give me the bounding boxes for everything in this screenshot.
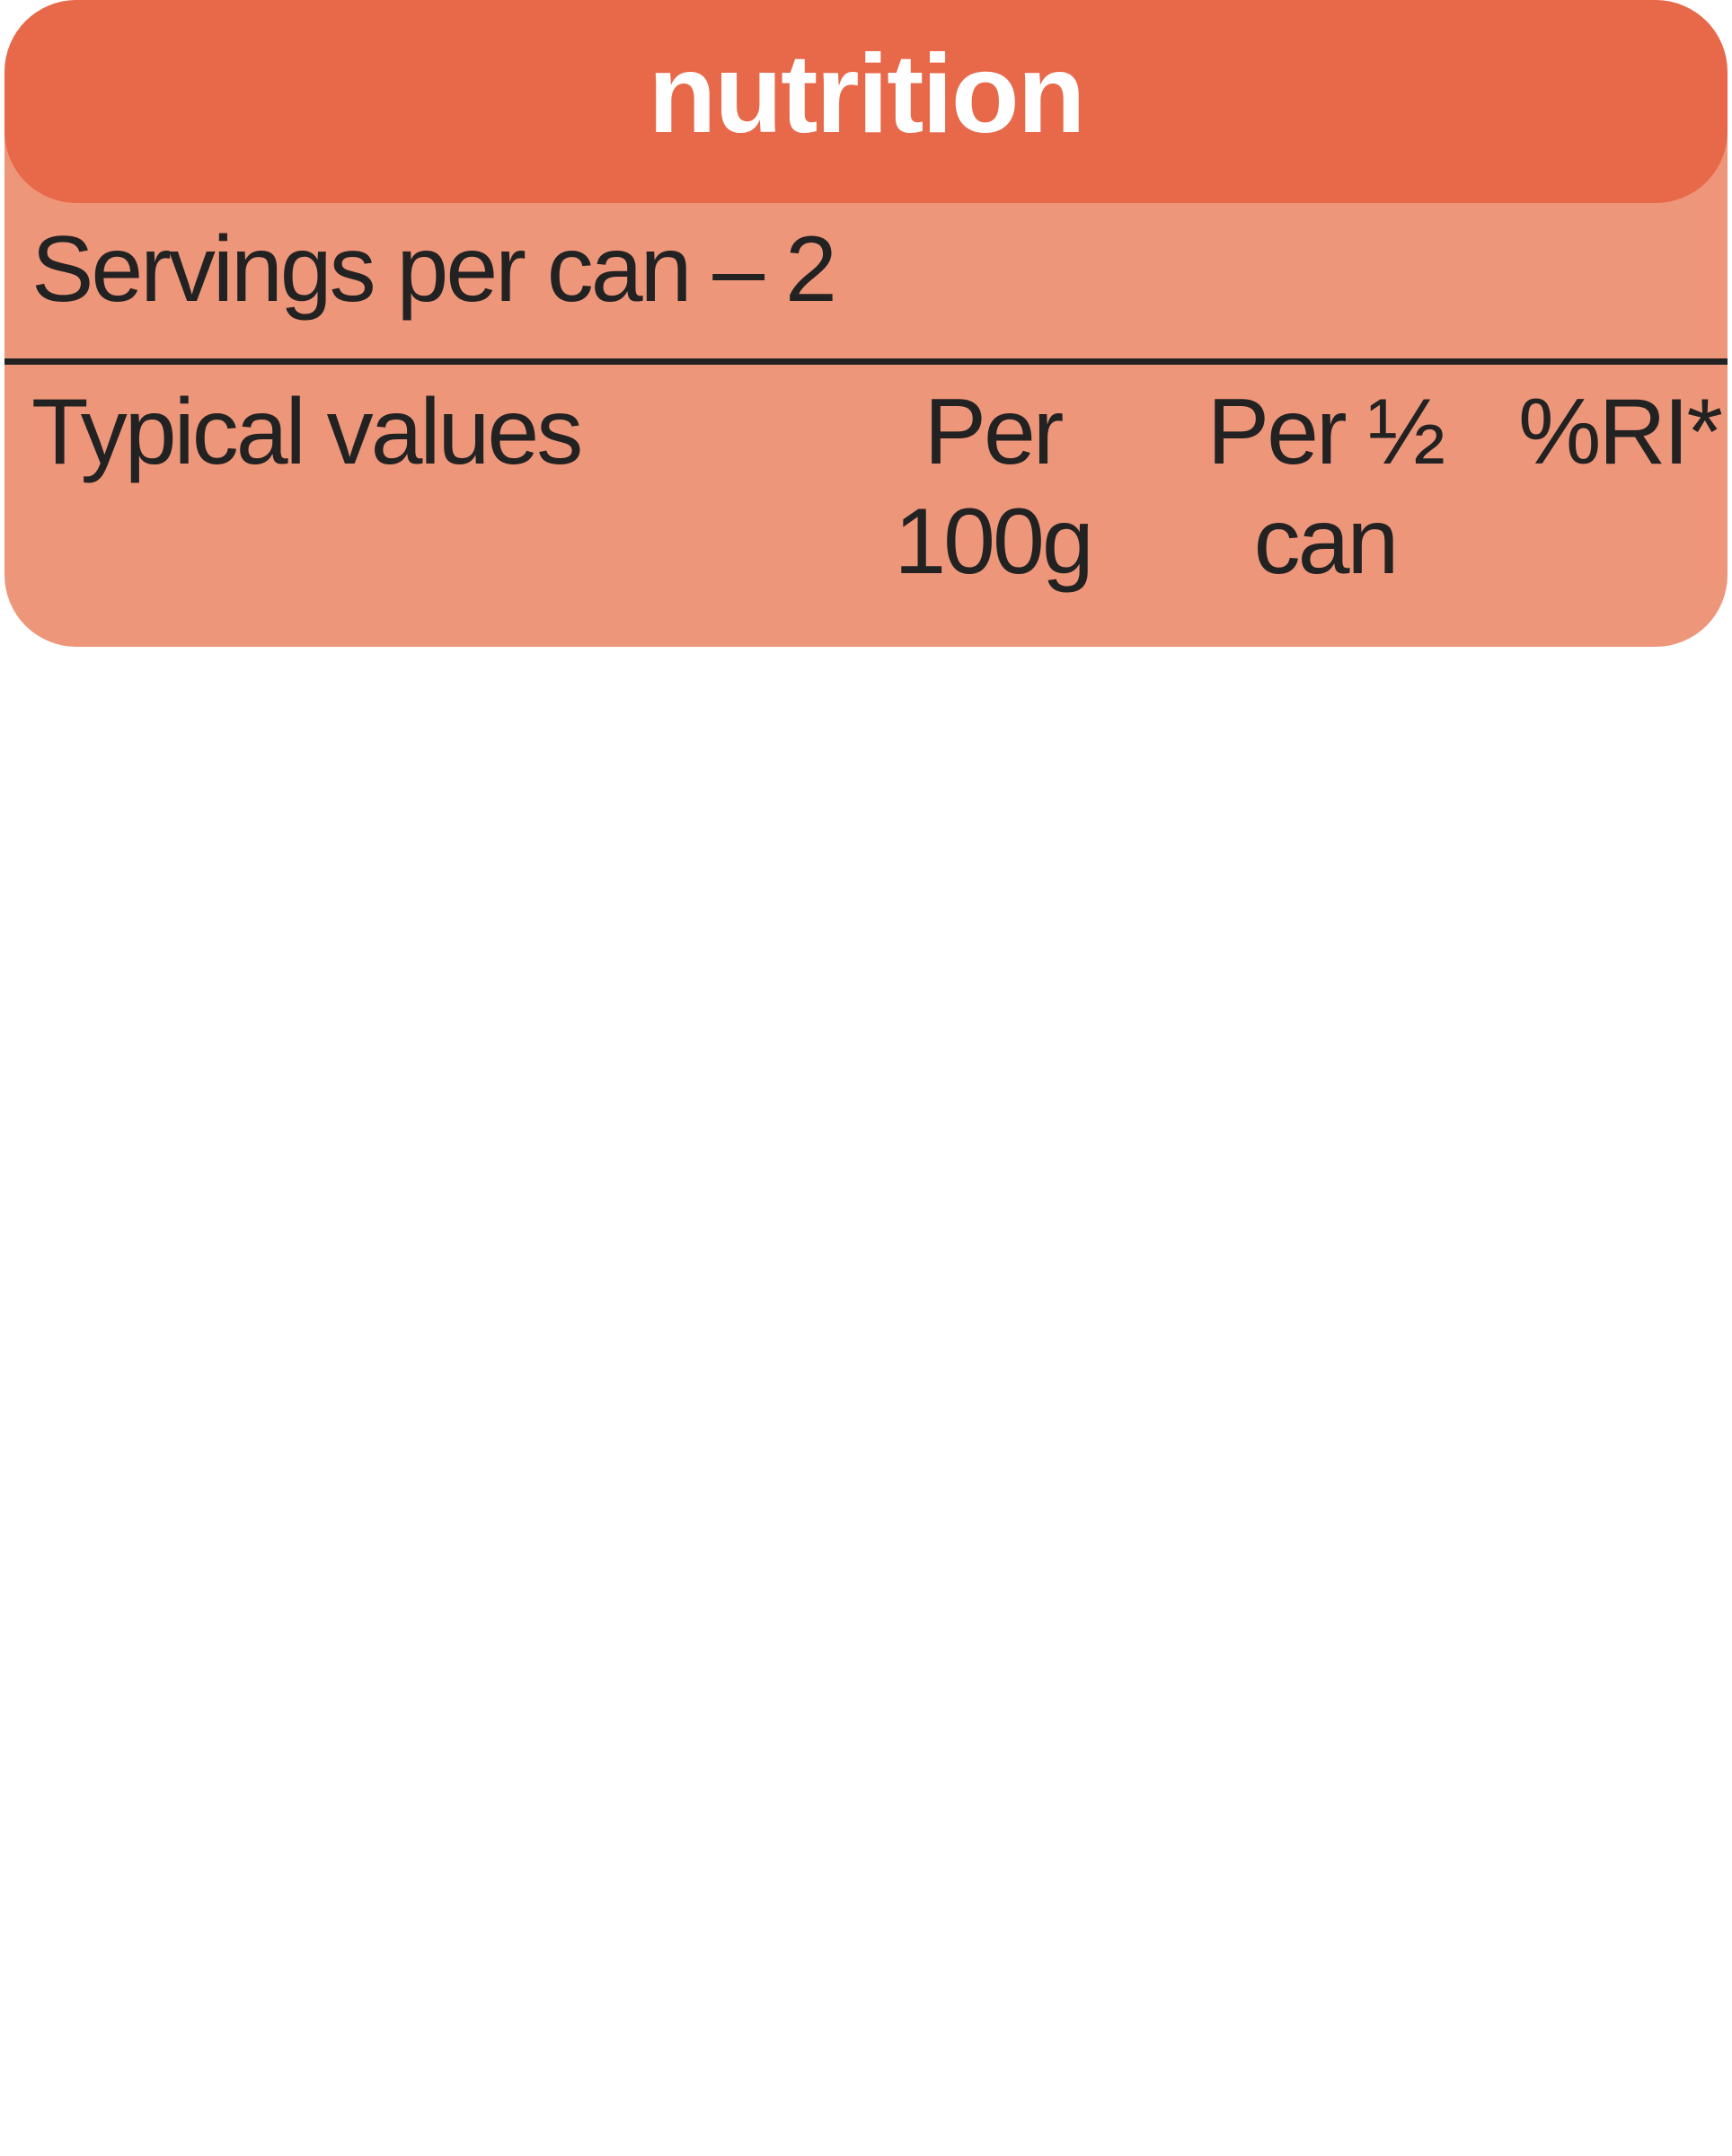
divider <box>4 358 1728 365</box>
header-band: nutrition <box>4 0 1728 203</box>
servings: Servings per can – 2 <box>31 217 837 322</box>
column-header: %RI* <box>1518 380 1723 484</box>
column-header: Per ½ can <box>1206 380 1445 594</box>
title: nutrition <box>648 32 1086 156</box>
column-header: Per 100g <box>894 380 1093 594</box>
nutrition-panel: nutrition Servings per can – 2 Typical v… <box>4 0 1728 647</box>
column-header: Typical values <box>31 380 583 484</box>
